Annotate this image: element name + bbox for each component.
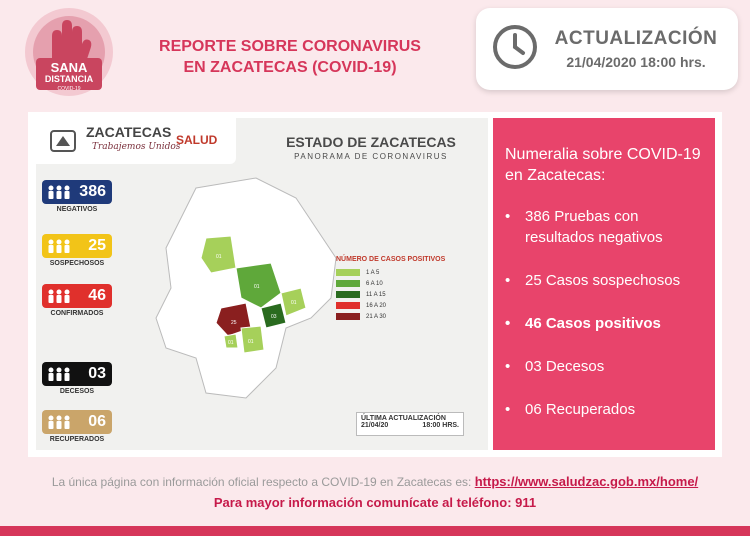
sana-distancia-logo: SANA DISTANCIA COVID-19 <box>25 8 113 96</box>
map-legend: NÚMERO DE CASOS POSITIVOS 1 A 5 6 A 10 11 … <box>336 256 466 322</box>
clock-icon <box>493 25 537 69</box>
map-label: 25 <box>231 320 237 326</box>
stat-box: 46 <box>42 284 112 308</box>
legend-row: 6 A 10 <box>336 278 466 289</box>
stat-label: SOSPECHOSOS <box>49 260 105 267</box>
figure-item: 03 Decesos <box>505 356 703 377</box>
people-icon <box>48 289 70 303</box>
legend-row: 16 A 20 <box>336 300 466 311</box>
last-update-time: 18:00 HRS. <box>422 422 459 429</box>
zacatecas-map: 01 01 25 01 03 01 01 <box>155 177 337 399</box>
brand-health: SALUD <box>176 133 218 147</box>
stat-label: NEGATIVOS <box>56 206 98 213</box>
map-label: 01 <box>254 284 260 290</box>
people-icon <box>48 185 70 199</box>
legend-row: 21 A 30 <box>336 311 466 322</box>
figure-item: 25 Casos sospechosos <box>505 270 703 291</box>
report-title-line1: REPORTE SOBRE CORONAVIRUS <box>159 38 421 55</box>
stat-label: CONFIRMADOS <box>50 310 104 317</box>
map-label: 01 <box>248 339 254 345</box>
map-label: 01 <box>216 254 222 260</box>
state-seal-icon <box>50 130 76 152</box>
svg-text:SANA: SANA <box>51 60 88 75</box>
state-subtitle: PANORAMA DE CORONAVIRUS <box>294 152 448 161</box>
legend-swatch <box>336 313 360 320</box>
infographic: ZACATECAS Trabajemos Unidos SALUD ESTADO… <box>36 118 488 450</box>
svg-text:COVID-19: COVID-19 <box>57 86 80 92</box>
bottom-bar <box>0 526 750 536</box>
stat-label: DECESOS <box>59 388 95 395</box>
legend-row: 11 A 15 <box>336 289 466 300</box>
people-icon <box>48 415 70 429</box>
legend-range: 21 A 30 <box>366 313 387 320</box>
legend-swatch <box>336 280 360 287</box>
figures-title: Numeralia sobre COVID-19 en Zacatecas: <box>505 146 701 184</box>
legend-rows: 1 A 5 6 A 10 11 A 15 16 A 20 21 A 30 <box>336 267 466 322</box>
svg-text:DISTANCIA: DISTANCIA <box>45 74 94 84</box>
legend-range: 16 A 20 <box>366 302 387 309</box>
stat-card: 03 DECESOS <box>42 362 112 395</box>
stat-box: 25 <box>42 234 112 258</box>
map-label: 01 <box>228 340 234 346</box>
figures-box: Numeralia sobre COVID-19 en Zacatecas: 3… <box>493 118 715 450</box>
stat-box: 386 <box>42 180 112 204</box>
last-update-date: 21/04/20 <box>361 422 389 429</box>
main-panel: ZACATECAS Trabajemos Unidos SALUD ESTADO… <box>28 112 722 457</box>
legend-range: 1 A 5 <box>366 269 380 276</box>
stat-card: 386 NEGATIVOS <box>42 180 112 213</box>
figure-item: 06 Recuperados <box>505 399 703 420</box>
figure-item: 386 Pruebas con resultados negativos <box>505 206 703 248</box>
figures-list: 386 Pruebas con resultados negativos 25 … <box>505 206 703 420</box>
footer-phone: Para mayor información comunícate al tel… <box>213 495 537 510</box>
header: SANA DISTANCIA COVID-19 REPORTE SOBRE CO… <box>0 0 750 110</box>
stat-box: 06 <box>42 410 112 434</box>
stat-value: 25 <box>88 237 106 254</box>
figure-item: 46 Casos positivos <box>505 313 703 334</box>
last-update-box: ÚLTIMA ACTUALIZACIÓN 21/04/20 18:00 HRS. <box>356 412 464 436</box>
people-icon <box>48 239 70 253</box>
stat-card: 06 RECUPERADOS <box>42 410 112 443</box>
footer-info: La única página con información oficial … <box>0 474 750 489</box>
report-title-line2: EN ZACATECAS (COVID-19) <box>183 59 397 76</box>
map-label: 01 <box>291 300 297 306</box>
stat-value: 46 <box>88 287 106 304</box>
update-datetime: 21/04/2020 18:00 hrs. <box>566 54 706 70</box>
last-update-datetime: 21/04/20 18:00 HRS. <box>361 422 459 429</box>
official-site-link[interactable]: https://www.saludzac.gob.mx/home/ <box>474 474 699 489</box>
brand-bar: ZACATECAS Trabajemos Unidos SALUD <box>36 118 236 164</box>
stat-value: 06 <box>88 413 106 430</box>
legend-title: NÚMERO DE CASOS POSITIVOS <box>336 256 446 263</box>
stat-value: 386 <box>79 183 106 200</box>
brand-name: ZACATECAS <box>86 124 172 140</box>
state-title: ESTADO DE ZACATECAS <box>286 134 456 150</box>
stat-value: 03 <box>88 365 106 382</box>
legend-swatch <box>336 302 360 309</box>
map-label: 03 <box>271 314 277 320</box>
footer-text: La única página con información oficial … <box>51 475 472 489</box>
last-update-label: ÚLTIMA ACTUALIZACIÓN <box>361 415 446 422</box>
legend-row: 1 A 5 <box>336 267 466 278</box>
report-title: REPORTE SOBRE CORONAVIRUS EN ZACATECAS (… <box>140 36 440 78</box>
stat-card: 25 SOSPECHOSOS <box>42 234 112 267</box>
stat-label: RECUPERADOS <box>49 436 105 443</box>
brand-slogan: Trabajemos Unidos <box>92 142 181 152</box>
legend-range: 11 A 15 <box>366 291 386 298</box>
stat-card: 46 CONFIRMADOS <box>42 284 112 317</box>
legend-swatch <box>336 269 360 276</box>
stat-box: 03 <box>42 362 112 386</box>
people-icon <box>48 367 70 381</box>
update-label: ACTUALIZACIÓN <box>554 28 718 49</box>
legend-range: 6 A 10 <box>366 280 383 287</box>
update-box: ACTUALIZACIÓN 21/04/2020 18:00 hrs. <box>476 8 738 90</box>
legend-swatch <box>336 291 360 298</box>
